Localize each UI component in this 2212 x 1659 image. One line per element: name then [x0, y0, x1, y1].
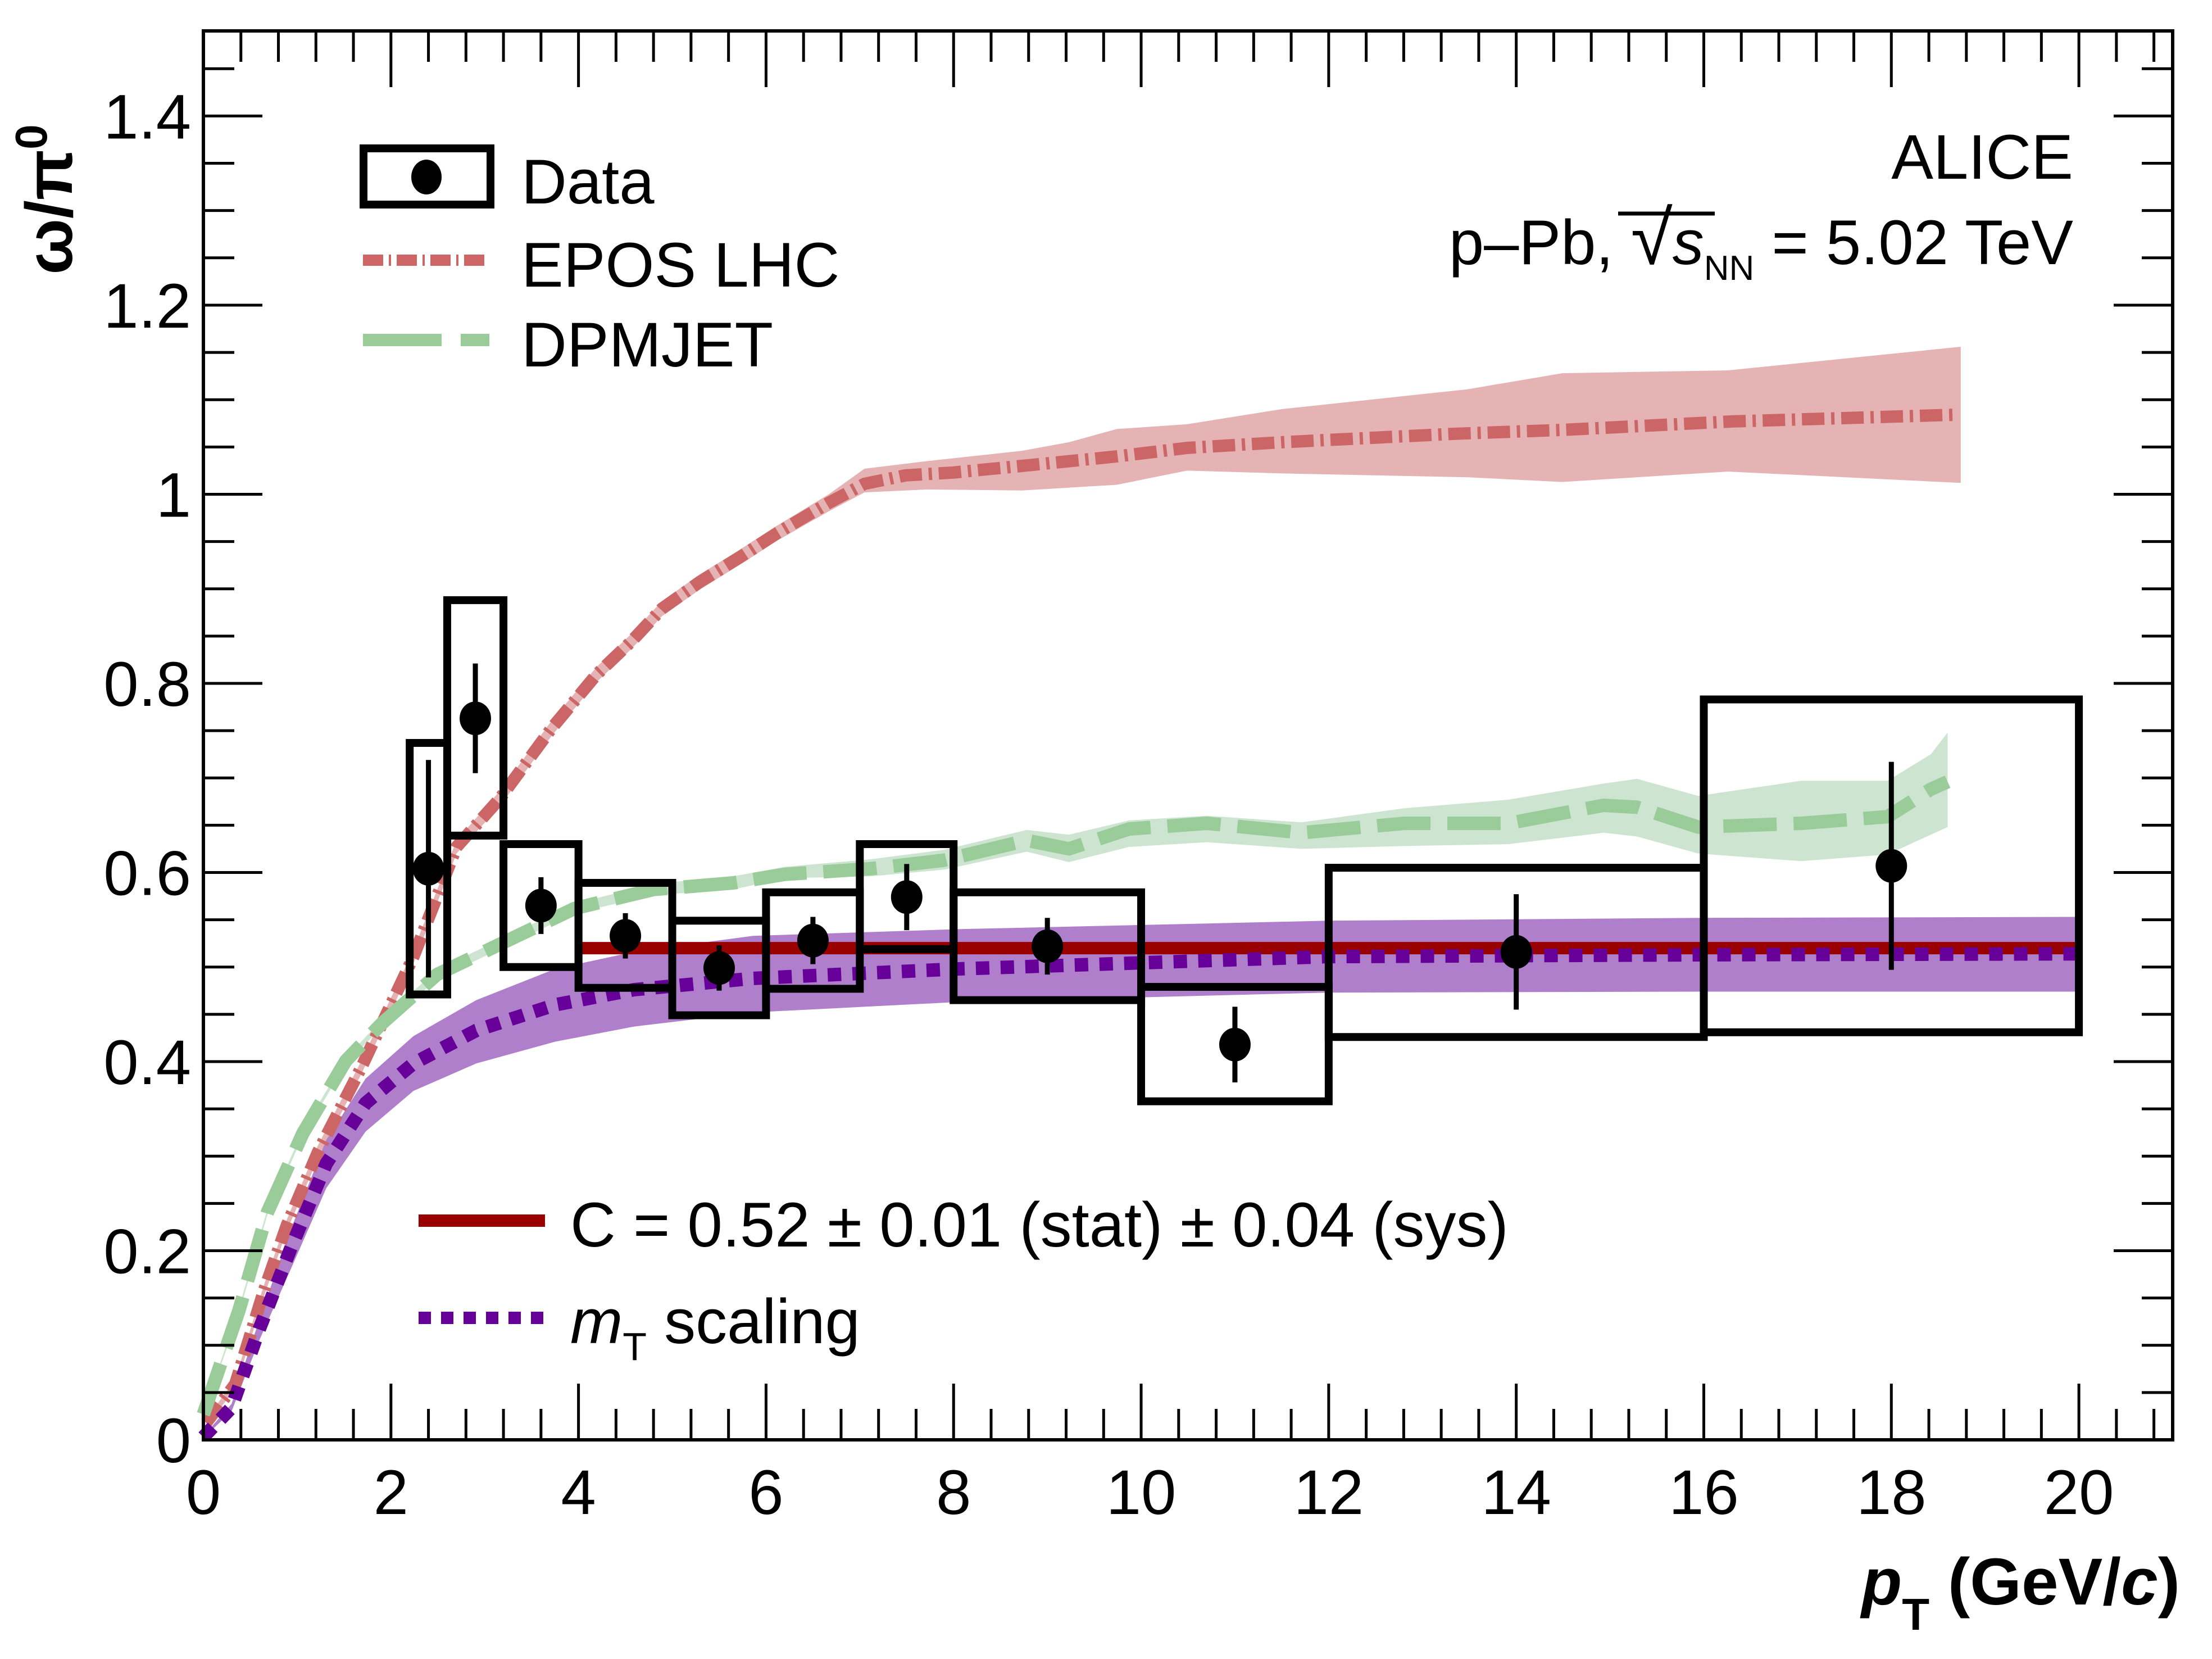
- legend-data-marker: [411, 160, 442, 194]
- plot-frame: [202, 29, 2174, 1442]
- sys-box-7: [950, 888, 1146, 1004]
- epos-lhc-line: [201, 409, 1954, 1427]
- x-tick-label: 10: [1106, 1457, 1177, 1527]
- x-tick-label: 12: [1294, 1457, 1364, 1527]
- sys-box-8: [1137, 983, 1333, 1105]
- data-marker-10: [1875, 849, 1907, 883]
- collision-system-label: p–Pb, √sNN = 5.02 TeV: [1449, 196, 2073, 288]
- m-t-scaling-line: [198, 947, 2079, 1442]
- epos-lhc-band: [206, 347, 1961, 1427]
- legend-label-dpmjet: DPMJET: [521, 310, 773, 380]
- legend-label-epos: EPOS LHC: [521, 230, 839, 300]
- legend-label-c-fit: C = 0.52 ± 0.01 (stat) ± 0.04 (sys): [570, 1190, 1509, 1260]
- legend-label-mt-scaling: mT scaling: [570, 1286, 860, 1368]
- legend-top: Data EPOS LHC DPMJET: [360, 144, 839, 380]
- legend-data-box: [360, 144, 494, 208]
- x-axis-title: pT (GeV/c): [1860, 1545, 2180, 1639]
- y-axis-title: ω/π0: [6, 124, 87, 274]
- y-tick-label: 1: [156, 460, 191, 530]
- y-tick-label: 1.2: [103, 271, 191, 341]
- data-marker-8: [1219, 1027, 1251, 1062]
- sys-box-0: [406, 738, 451, 999]
- x-tick-label: 18: [1856, 1457, 1927, 1527]
- sys-box-1: [443, 596, 508, 840]
- legend-entry-dpmjet: DPMJET: [363, 310, 773, 380]
- model-lines: [197, 409, 2079, 1442]
- data-marker-0: [412, 851, 444, 886]
- data-marker-2: [525, 889, 557, 923]
- x-tick-label: 6: [748, 1457, 783, 1527]
- legend-entry-epos: EPOS LHC: [363, 230, 839, 300]
- x-tick-label: 4: [561, 1457, 596, 1527]
- x-tick-label: 20: [2044, 1457, 2114, 1527]
- y-tick-label: 0.6: [103, 838, 191, 908]
- legend-entry-mt-scaling: mT scaling: [419, 1286, 860, 1368]
- sys-box-10: [1700, 695, 2083, 1036]
- legend-entry-c-fit: C = 0.52 ± 0.01 (stat) ± 0.04 (sys): [419, 1190, 1509, 1260]
- x-tick-label: 0: [186, 1457, 221, 1527]
- dpmjet-line: [197, 775, 1951, 1417]
- data-marker-6: [891, 880, 923, 914]
- data-points: [406, 596, 2083, 1105]
- legend-entry-data: Data: [360, 144, 655, 217]
- y-tick-label: 0.4: [103, 1027, 191, 1098]
- y-tick-label: 0.8: [103, 649, 191, 719]
- tick-labels: 0 2 4 6 8 10 12 14 16 18 20 0 0.2 0.4 0.6 0.8 1 1.2 1.4: [103, 81, 2114, 1527]
- data-marker-5: [797, 923, 829, 958]
- y-tick-label: 0: [156, 1406, 191, 1476]
- plot-border: [202, 29, 2174, 1442]
- data-marker-3: [610, 919, 642, 953]
- data-marker-4: [703, 951, 735, 985]
- legend-label-data: Data: [521, 147, 655, 217]
- data-marker-9: [1500, 935, 1532, 969]
- y-tick-label: 1.4: [103, 81, 191, 152]
- x-tick-label: 16: [1669, 1457, 1739, 1527]
- data-marker-7: [1032, 929, 1064, 963]
- legend-bottom: C = 0.52 ± 0.01 (stat) ± 0.04 (sys) mT s…: [419, 1190, 1509, 1368]
- data-marker-1: [460, 701, 492, 736]
- axis-ticks: [202, 31, 2173, 1442]
- y-tick-label: 0.2: [103, 1216, 191, 1286]
- dpmjet-band: [203, 732, 1948, 1416]
- x-tick-label: 8: [936, 1457, 971, 1527]
- x-tick-label: 14: [1481, 1457, 1551, 1527]
- experiment-label: ALICE: [1891, 122, 2073, 192]
- x-tick-label: 2: [374, 1457, 408, 1527]
